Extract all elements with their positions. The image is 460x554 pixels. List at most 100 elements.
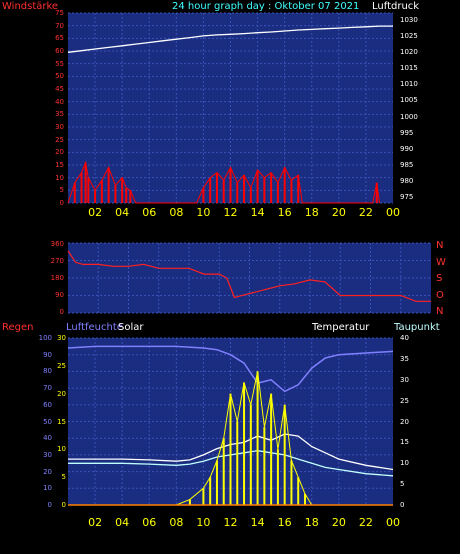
x-tick-label: 12 <box>223 206 238 219</box>
x-tick-label: 00 <box>386 516 400 529</box>
wind-tick-label: 50 <box>55 72 64 81</box>
x-tick-label: 10 <box>196 516 211 529</box>
solar-tick-label: 20 <box>57 389 66 398</box>
pressure-tick-label: 995 <box>400 128 414 137</box>
solar-tick-label: 30 <box>57 334 66 342</box>
x-tick-label: 22 <box>358 206 373 219</box>
x-tick-label: 22 <box>358 516 373 529</box>
x-tick-label: 06 <box>142 516 157 529</box>
direction-tick-label: 270 <box>50 257 64 265</box>
wind-line <box>67 160 380 204</box>
pressure-tick-label: 1005 <box>400 96 418 105</box>
temperature-title: Temperatur <box>312 322 370 333</box>
direction-tick-label: 90 <box>55 291 64 299</box>
direction-letter: O <box>436 289 444 301</box>
solar-title: Solar <box>118 322 144 333</box>
chart-title: 24 hour graph day : Oktober 07 2021 <box>172 1 360 12</box>
humidity-tick-label: 90 <box>43 350 52 359</box>
wind-tick-label: 25 <box>55 135 64 144</box>
pressure-tick-label: 1000 <box>400 112 418 121</box>
direction-tick-label: 360 <box>50 240 64 248</box>
humidity-tick-label: 20 <box>43 467 52 476</box>
pressure-tick-label: 980 <box>400 176 414 185</box>
wind-tick-label: 20 <box>55 148 64 157</box>
humidity-tick-label: 30 <box>43 450 52 459</box>
pressure-tick-label: 1025 <box>400 32 418 41</box>
temperature-tick-label: 20 <box>400 417 409 426</box>
x-tick-label: 04 <box>115 516 130 529</box>
x-tick-label: 14 <box>250 516 265 529</box>
direction-tick-label: 0 <box>59 308 64 316</box>
x-tick-label: 12 <box>223 516 238 529</box>
x-tick-label: 14 <box>250 206 265 219</box>
wind-tick-label: 15 <box>55 161 64 169</box>
direction-letter: W <box>436 256 446 268</box>
pressure-tick-label: 1020 <box>400 48 418 57</box>
pressure-tick-label: 1015 <box>400 64 418 73</box>
humidity-tick-label: 60 <box>43 400 52 409</box>
humidity-tick-label: 10 <box>43 484 52 493</box>
temperature-tick-label: 25 <box>400 396 409 405</box>
x-tick-label: 18 <box>304 206 319 219</box>
x-tick-label: 20 <box>331 516 346 529</box>
rain-title: Regen <box>2 322 34 333</box>
solar-tick-label: 25 <box>57 361 66 370</box>
x-tick-label: 16 <box>277 206 292 219</box>
humidity-tick-label: 100 <box>38 334 52 342</box>
wind-tick-label: 35 <box>55 110 64 119</box>
pressure-tick-label: 985 <box>400 160 414 169</box>
direction-letter: S <box>436 273 443 284</box>
wind-tick-label: 65 <box>55 34 64 43</box>
humidity-tick-label: 40 <box>43 434 52 443</box>
pressure-tick-label: 1010 <box>400 80 418 89</box>
wind-title: Windstärke <box>2 1 59 12</box>
temperature-tick-label: 15 <box>400 438 409 447</box>
wind-tick-label: 60 <box>55 47 64 55</box>
solar-tick-label: 15 <box>57 417 66 426</box>
x-tick-label: 16 <box>277 516 292 529</box>
pressure-tick-label: 1030 <box>400 16 418 24</box>
pressure-line <box>67 25 393 53</box>
wind-tick-label: 5 <box>59 186 64 195</box>
temperature-tick-label: 10 <box>400 459 409 468</box>
temperature-tick-label: 30 <box>400 375 409 384</box>
x-tick-label: 08 <box>169 516 184 529</box>
solar-tick-label: 10 <box>57 445 66 454</box>
pressure-tick-label: 990 <box>400 144 414 153</box>
x-tick-label: 20 <box>331 206 346 219</box>
humidity-tick-label: 50 <box>43 417 52 426</box>
wind-tick-label: 70 <box>55 21 64 30</box>
temperature-tick-label: 0 <box>400 501 405 509</box>
x-tick-label: 08 <box>169 206 184 219</box>
temperature-tick-label: 35 <box>400 354 409 363</box>
wind-tick-label: 40 <box>55 97 64 106</box>
x-tick-label: 02 <box>88 516 103 529</box>
dewpoint-title: Taupunkt <box>394 322 440 333</box>
temperature-tick-label: 40 <box>400 334 409 342</box>
wind-tick-label: 30 <box>55 123 64 131</box>
humidity-tick-label: 70 <box>43 384 52 393</box>
wind-tick-label: 45 <box>55 85 64 93</box>
humidity-line <box>67 345 394 393</box>
x-tick-label: 02 <box>88 206 103 219</box>
direction-line <box>67 250 431 302</box>
wind-tick-label: 75 <box>55 9 64 17</box>
humidity-title: Luftfeuchte <box>66 322 123 333</box>
humidity-tick-label: 0 <box>47 501 52 509</box>
wind-tick-label: 0 <box>59 199 64 207</box>
solar-tick-label: 0 <box>61 501 66 509</box>
solar-line <box>68 371 393 506</box>
temperature-tick-label: 5 <box>400 480 405 489</box>
wind-tick-label: 10 <box>55 173 64 182</box>
direction-letter: N <box>436 240 444 251</box>
x-tick-label: 06 <box>142 206 157 219</box>
solar-tick-label: 5 <box>61 473 66 482</box>
pressure-title: Luftdruck <box>372 1 420 12</box>
x-tick-label: 18 <box>304 516 319 529</box>
direction-tick-label: 180 <box>50 274 64 282</box>
humidity-tick-label: 80 <box>43 367 52 376</box>
wind-tick-label: 55 <box>55 59 64 68</box>
direction-letter: N <box>436 306 444 317</box>
pressure-tick-label: 975 <box>400 193 414 201</box>
